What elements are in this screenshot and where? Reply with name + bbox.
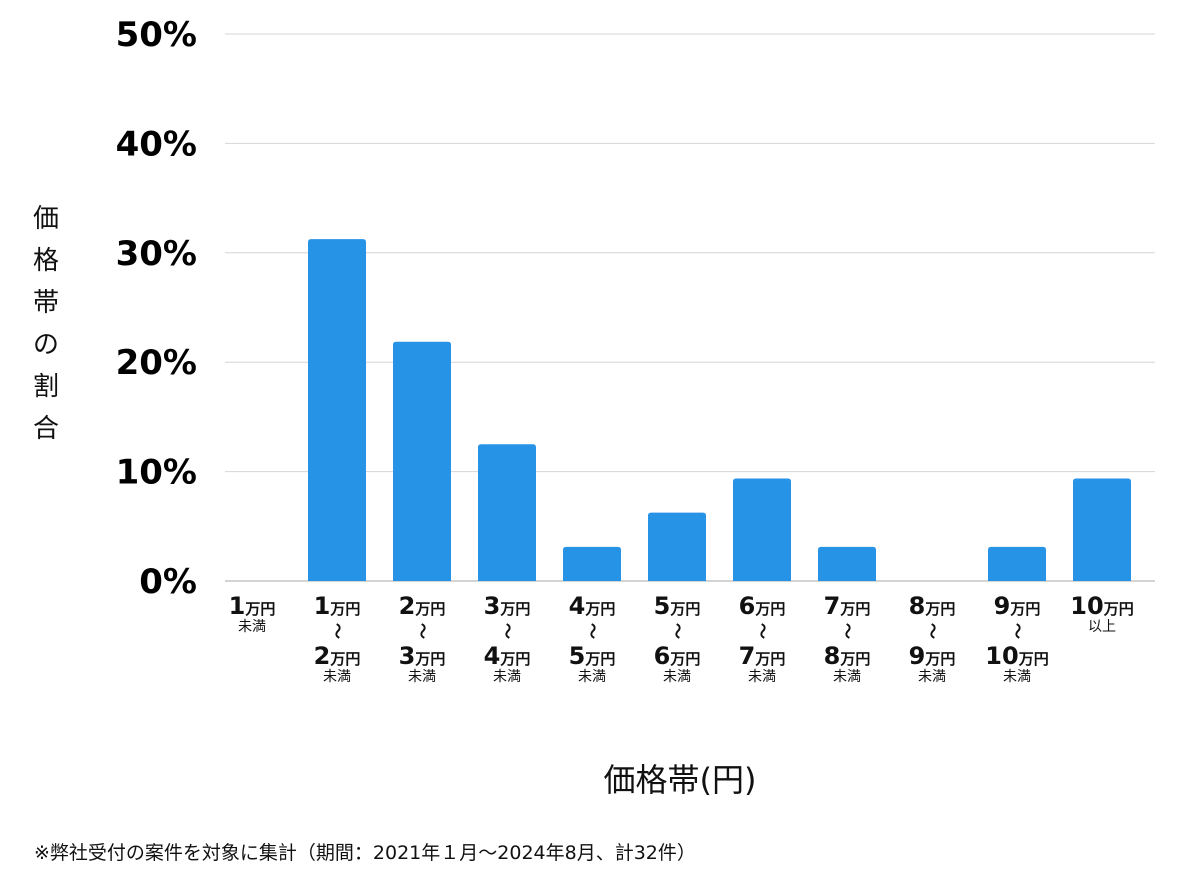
- bar: [1073, 478, 1131, 581]
- x-tick-label: 5万円〜 6万円 未満: [635, 594, 719, 684]
- y-tick-label: 0%: [139, 562, 197, 602]
- x-tick-label: 4万円〜 5万円 未満: [550, 594, 634, 684]
- range-mark: 〜: [838, 622, 857, 639]
- x-tick-label: 10万円 以上: [1070, 592, 1134, 635]
- bar: [393, 341, 451, 581]
- range-mark: 〜: [498, 622, 517, 639]
- bar: [308, 239, 366, 581]
- x-tick-label: 1万円 未満: [228, 592, 276, 635]
- x-tick-label: 8万円〜 9万円 未満: [890, 594, 974, 684]
- bar: [648, 512, 706, 581]
- bar: [478, 444, 536, 581]
- x-tick-label: 9万円〜 10万円 未満: [975, 594, 1059, 684]
- x-tick-label: 7万円〜 8万円 未満: [805, 594, 889, 684]
- bar: [563, 546, 621, 581]
- x-tick-label: 3万円〜 4万円 未満: [465, 594, 549, 684]
- y-tick-label: 40%: [116, 124, 197, 164]
- bar: [733, 478, 791, 581]
- x-tick-label: 2万円〜 3万円 未満: [380, 594, 464, 684]
- y-axis-label: 価格帯の割合: [32, 204, 59, 444]
- range-mark: 〜: [923, 622, 942, 639]
- range-mark: 〜: [753, 622, 772, 639]
- y-tick-label: 10%: [116, 453, 197, 493]
- range-mark: 〜: [328, 622, 347, 639]
- x-axis-label: 価格帯(円): [603, 761, 757, 799]
- y-tick-label: 20%: [116, 343, 197, 383]
- range-mark: 〜: [583, 622, 602, 639]
- x-tick-label: 6万円〜 7万円 未満: [720, 594, 804, 684]
- bar: [988, 546, 1046, 581]
- range-mark: 〜: [1008, 622, 1027, 639]
- y-tick-label: 30%: [116, 234, 197, 274]
- x-tick-label: 1万円〜 2万円 未満: [295, 594, 379, 684]
- footnote: ※弊社受付の案件を対象に集計（期間：2021年１月〜2024年8月、計32件）: [34, 842, 696, 864]
- range-mark: 〜: [668, 622, 687, 639]
- bar: [818, 546, 876, 581]
- range-mark: 〜: [413, 622, 432, 639]
- y-tick-label: 50%: [116, 15, 197, 55]
